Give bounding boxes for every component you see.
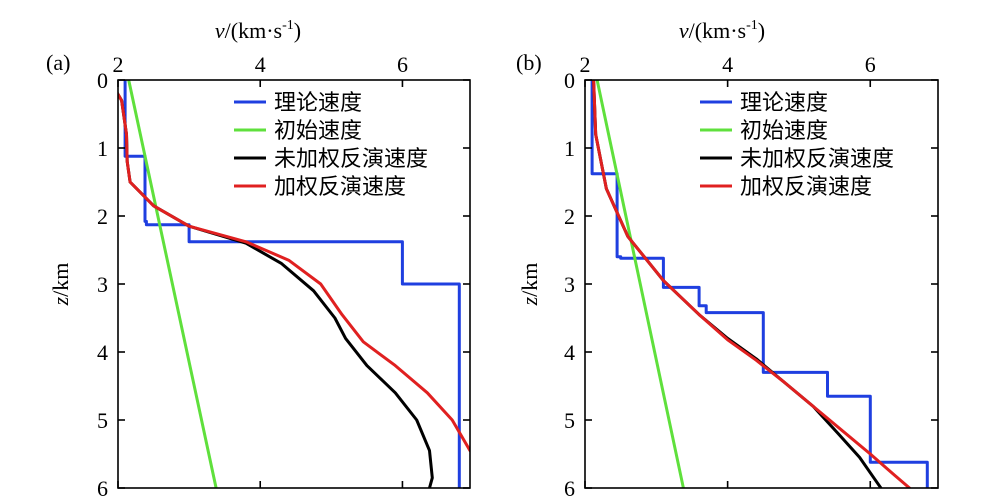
x-tick-label: 4 bbox=[722, 52, 733, 77]
x-axis-exponent: -1 bbox=[282, 18, 294, 33]
y-tick-label: 3 bbox=[97, 272, 108, 297]
y-tick-label: 5 bbox=[97, 408, 108, 433]
y-axis-unit: /km bbox=[517, 263, 542, 297]
x-axis-label: v/(km·s-1) bbox=[215, 18, 301, 43]
panel-label: (b) bbox=[516, 50, 542, 75]
y-axis-var: z bbox=[517, 296, 542, 306]
x-tick-label: 2 bbox=[580, 52, 591, 77]
series-line bbox=[118, 91, 434, 488]
plot-area bbox=[590, 80, 929, 488]
x-axis-label: v/(km·s-1) bbox=[679, 18, 765, 43]
x-tick-label: 4 bbox=[255, 52, 266, 77]
legend-label: 加权反演速度 bbox=[740, 174, 872, 199]
y-tick-label: 4 bbox=[564, 340, 575, 365]
series-line bbox=[590, 80, 929, 488]
x-axis-unit: /(km·s bbox=[225, 18, 282, 43]
plot-area bbox=[118, 80, 470, 488]
y-tick-label: 1 bbox=[97, 136, 108, 161]
legend-label: 初始速度 bbox=[274, 118, 362, 143]
y-tick-label: 3 bbox=[564, 272, 575, 297]
series-line bbox=[592, 80, 911, 488]
x-axis-close: ) bbox=[294, 18, 301, 43]
series-line bbox=[118, 91, 470, 453]
legend-label: 加权反演速度 bbox=[274, 174, 406, 199]
legend-label: 理论速度 bbox=[740, 90, 828, 115]
y-axis-var: z bbox=[48, 296, 73, 306]
legend-label: 理论速度 bbox=[274, 90, 362, 115]
y-tick-label: 5 bbox=[564, 408, 575, 433]
legend-label: 未加权反演速度 bbox=[274, 146, 428, 171]
x-axis-var: v bbox=[215, 18, 225, 43]
x-axis-unit: /(km·s bbox=[689, 18, 746, 43]
x-axis-var: v bbox=[679, 18, 689, 43]
x-tick-label: 6 bbox=[865, 52, 876, 77]
y-tick-label: 0 bbox=[564, 68, 575, 93]
x-tick-label: 6 bbox=[397, 52, 408, 77]
y-tick-label: 0 bbox=[97, 68, 108, 93]
legend-label: 初始速度 bbox=[740, 118, 828, 143]
series-line bbox=[595, 80, 685, 488]
y-axis-unit: /km bbox=[48, 263, 73, 297]
y-tick-label: 2 bbox=[97, 204, 108, 229]
y-axis-label: z/km bbox=[517, 263, 542, 307]
legend-label: 未加权反演速度 bbox=[740, 146, 894, 171]
y-tick-label: 6 bbox=[564, 476, 575, 500]
y-tick-label: 2 bbox=[564, 204, 575, 229]
x-tick-label: 2 bbox=[113, 52, 124, 77]
panel-b: 2 4 6 0 1 2 3 4 5 6 (b) v/(km·s-1) z/km 理论速度初始速度未加权反演… bbox=[516, 18, 939, 500]
x-axis-close: ) bbox=[758, 18, 765, 43]
y-axis-label: z/km bbox=[48, 263, 73, 307]
panel-label: (a) bbox=[46, 50, 70, 75]
panel-a: 2 4 6 0 1 2 3 4 5 6 (a) v/(km·s-1) z/km 理论速度初始速度未加权反演… bbox=[46, 18, 471, 500]
y-tick-label: 4 bbox=[97, 340, 108, 365]
series-line bbox=[127, 80, 218, 488]
series-line bbox=[123, 80, 461, 488]
y-tick-label: 6 bbox=[97, 476, 108, 500]
y-tick-label: 1 bbox=[564, 136, 575, 161]
x-axis-exponent: -1 bbox=[746, 18, 758, 33]
